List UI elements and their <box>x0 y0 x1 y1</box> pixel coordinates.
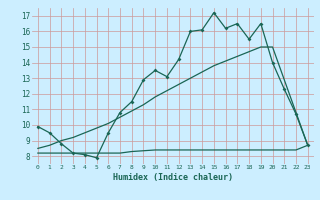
X-axis label: Humidex (Indice chaleur): Humidex (Indice chaleur) <box>113 173 233 182</box>
